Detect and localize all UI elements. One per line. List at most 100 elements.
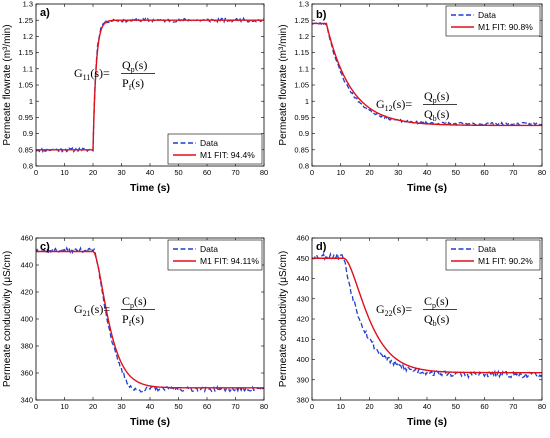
panel-label: b) [316, 9, 327, 21]
x-tick-label: 60 [480, 168, 488, 177]
y-axis-label: Permeate conductivity (μS/cm) [278, 251, 289, 387]
tf-numerator: Cp(s) [122, 294, 147, 310]
legend-box [445, 239, 541, 271]
series-line-fit [36, 19, 264, 151]
axes-frame [311, 3, 543, 167]
tf-lhs: G21(s)= [74, 302, 110, 318]
x-tick-label: 40 [146, 402, 154, 411]
y-tick-label: 1 [29, 97, 33, 106]
y-tick-label: 1.15 [294, 48, 309, 57]
tf-numerator: Qp(s) [122, 58, 147, 74]
x-tick-label: 40 [146, 168, 154, 177]
legend-box [167, 133, 263, 165]
y-tick-label: 460 [20, 234, 33, 243]
axes-frame [35, 237, 265, 401]
y-tick-label: 0.95 [294, 113, 309, 122]
x-tick-label: 0 [34, 402, 38, 411]
y-tick-label: 0.9 [23, 129, 33, 138]
transfer-function: G11(s)= Qp(s) Pf(s) [74, 58, 155, 92]
y-tick-label: 1.2 [23, 32, 33, 41]
legend-entry: M1 FIT: 90.8% [478, 22, 533, 32]
x-tick-label: 80 [538, 402, 546, 411]
tf-denominator: Qb(s) [424, 107, 449, 123]
x-tick-label: 20 [365, 168, 373, 177]
tf-numerator: Cp(s) [424, 294, 449, 310]
x-tick-label: 50 [174, 402, 182, 411]
x-tick-label: 10 [60, 168, 68, 177]
y-tick-label: 1 [305, 97, 309, 106]
panel-c: 0 10 20 30 40 50 60 70 80 340 360 380 400 420 440 460 Ti… [2, 234, 268, 428]
axes-frame [311, 237, 543, 401]
legend-entry: M1 FIT: 90.2% [478, 256, 533, 266]
y-tick-label: 0.8 [23, 162, 33, 171]
x-tick-label: 80 [260, 168, 268, 177]
legend-entry: Data [200, 244, 218, 254]
y-tick-label: 1.1 [299, 64, 309, 73]
legend-box [445, 5, 541, 37]
y-tick-label: 390 [296, 375, 309, 384]
x-tick-label: 60 [480, 402, 488, 411]
x-tick-label: 30 [117, 402, 125, 411]
axes-frame [35, 3, 265, 167]
legend: Data M1 FIT: 90.8% [445, 5, 541, 37]
y-axis-label: Permeate conductivity (μS/cm) [2, 251, 13, 387]
x-tick-label: 10 [337, 402, 345, 411]
y-tick-label: 430 [296, 294, 309, 303]
panel-a: 0 10 20 30 40 50 60 70 80 0.8 0.85 0.9 0.95 1 1.05 1.1 1… [2, 0, 268, 194]
x-tick-label: 50 [452, 402, 460, 411]
y-tick-label: 420 [296, 315, 309, 324]
x-tick-label: 20 [89, 168, 97, 177]
x-tick-label: 60 [203, 168, 211, 177]
y-tick-label: 0.85 [18, 145, 33, 154]
panel-d: 0 10 20 30 40 50 60 70 80 380 390 400 410 420 430 440 45… [278, 234, 546, 428]
y-tick-label: 460 [296, 234, 309, 243]
y-tick-label: 1.3 [299, 0, 309, 9]
legend-entry: Data [478, 244, 496, 254]
legend: Data M1 FIT: 94.11% [167, 239, 263, 271]
y-tick-label: 420 [20, 288, 33, 297]
tf-lhs: G22(s)= [376, 302, 412, 318]
x-tick-label: 70 [509, 402, 517, 411]
legend-entry: Data [478, 10, 496, 20]
y-tick-label: 410 [296, 335, 309, 344]
transfer-function: G12(s)= Qp(s) Qb(s) [376, 89, 457, 123]
series-line-fit [36, 250, 264, 389]
panel-label: d) [316, 241, 327, 253]
x-tick-label: 50 [174, 168, 182, 177]
y-tick-label: 1.3 [23, 0, 33, 9]
tf-numerator: Qp(s) [424, 89, 449, 105]
legend-entry: M1 FIT: 94.11% [200, 256, 259, 266]
series-line-fit [312, 22, 542, 127]
series-line-data [36, 246, 264, 393]
legend-entry: M1 FIT: 94.4% [200, 150, 255, 160]
y-tick-label: 0.85 [294, 145, 309, 154]
transfer-function: G21(s)= Cp(s) Pf(s) [74, 294, 155, 328]
x-axis-label: Time (s) [407, 182, 447, 194]
y-tick-label: 360 [20, 369, 33, 378]
y-tick-label: 1.1 [23, 64, 33, 73]
legend: Data M1 FIT: 94.4% [167, 133, 263, 165]
y-tick-label: 1.25 [294, 16, 309, 25]
tf-lhs: G11(s)= [74, 66, 110, 82]
y-tick-label: 1.05 [294, 81, 309, 90]
x-tick-label: 30 [394, 402, 402, 411]
y-tick-label: 440 [20, 261, 33, 270]
tf-denominator: Pf(s) [122, 312, 144, 328]
x-tick-label: 0 [310, 402, 314, 411]
y-tick-label: 450 [296, 254, 309, 263]
y-tick-label: 400 [296, 355, 309, 364]
x-tick-label: 10 [60, 402, 68, 411]
series-line-fit [312, 257, 542, 374]
y-tick-label: 440 [296, 274, 309, 283]
y-tick-label: 400 [20, 315, 33, 324]
tf-lhs: G12(s)= [376, 97, 412, 113]
x-tick-label: 60 [203, 402, 211, 411]
y-tick-label: 1.25 [18, 16, 33, 25]
x-axis-label: Time (s) [130, 416, 170, 428]
x-tick-label: 70 [231, 168, 239, 177]
legend: Data M1 FIT: 90.2% [445, 239, 541, 271]
y-axis-label: Permeate flowrate (m³/min) [278, 24, 289, 145]
y-tick-label: 0.9 [299, 129, 309, 138]
y-tick-label: 1.05 [18, 81, 33, 90]
